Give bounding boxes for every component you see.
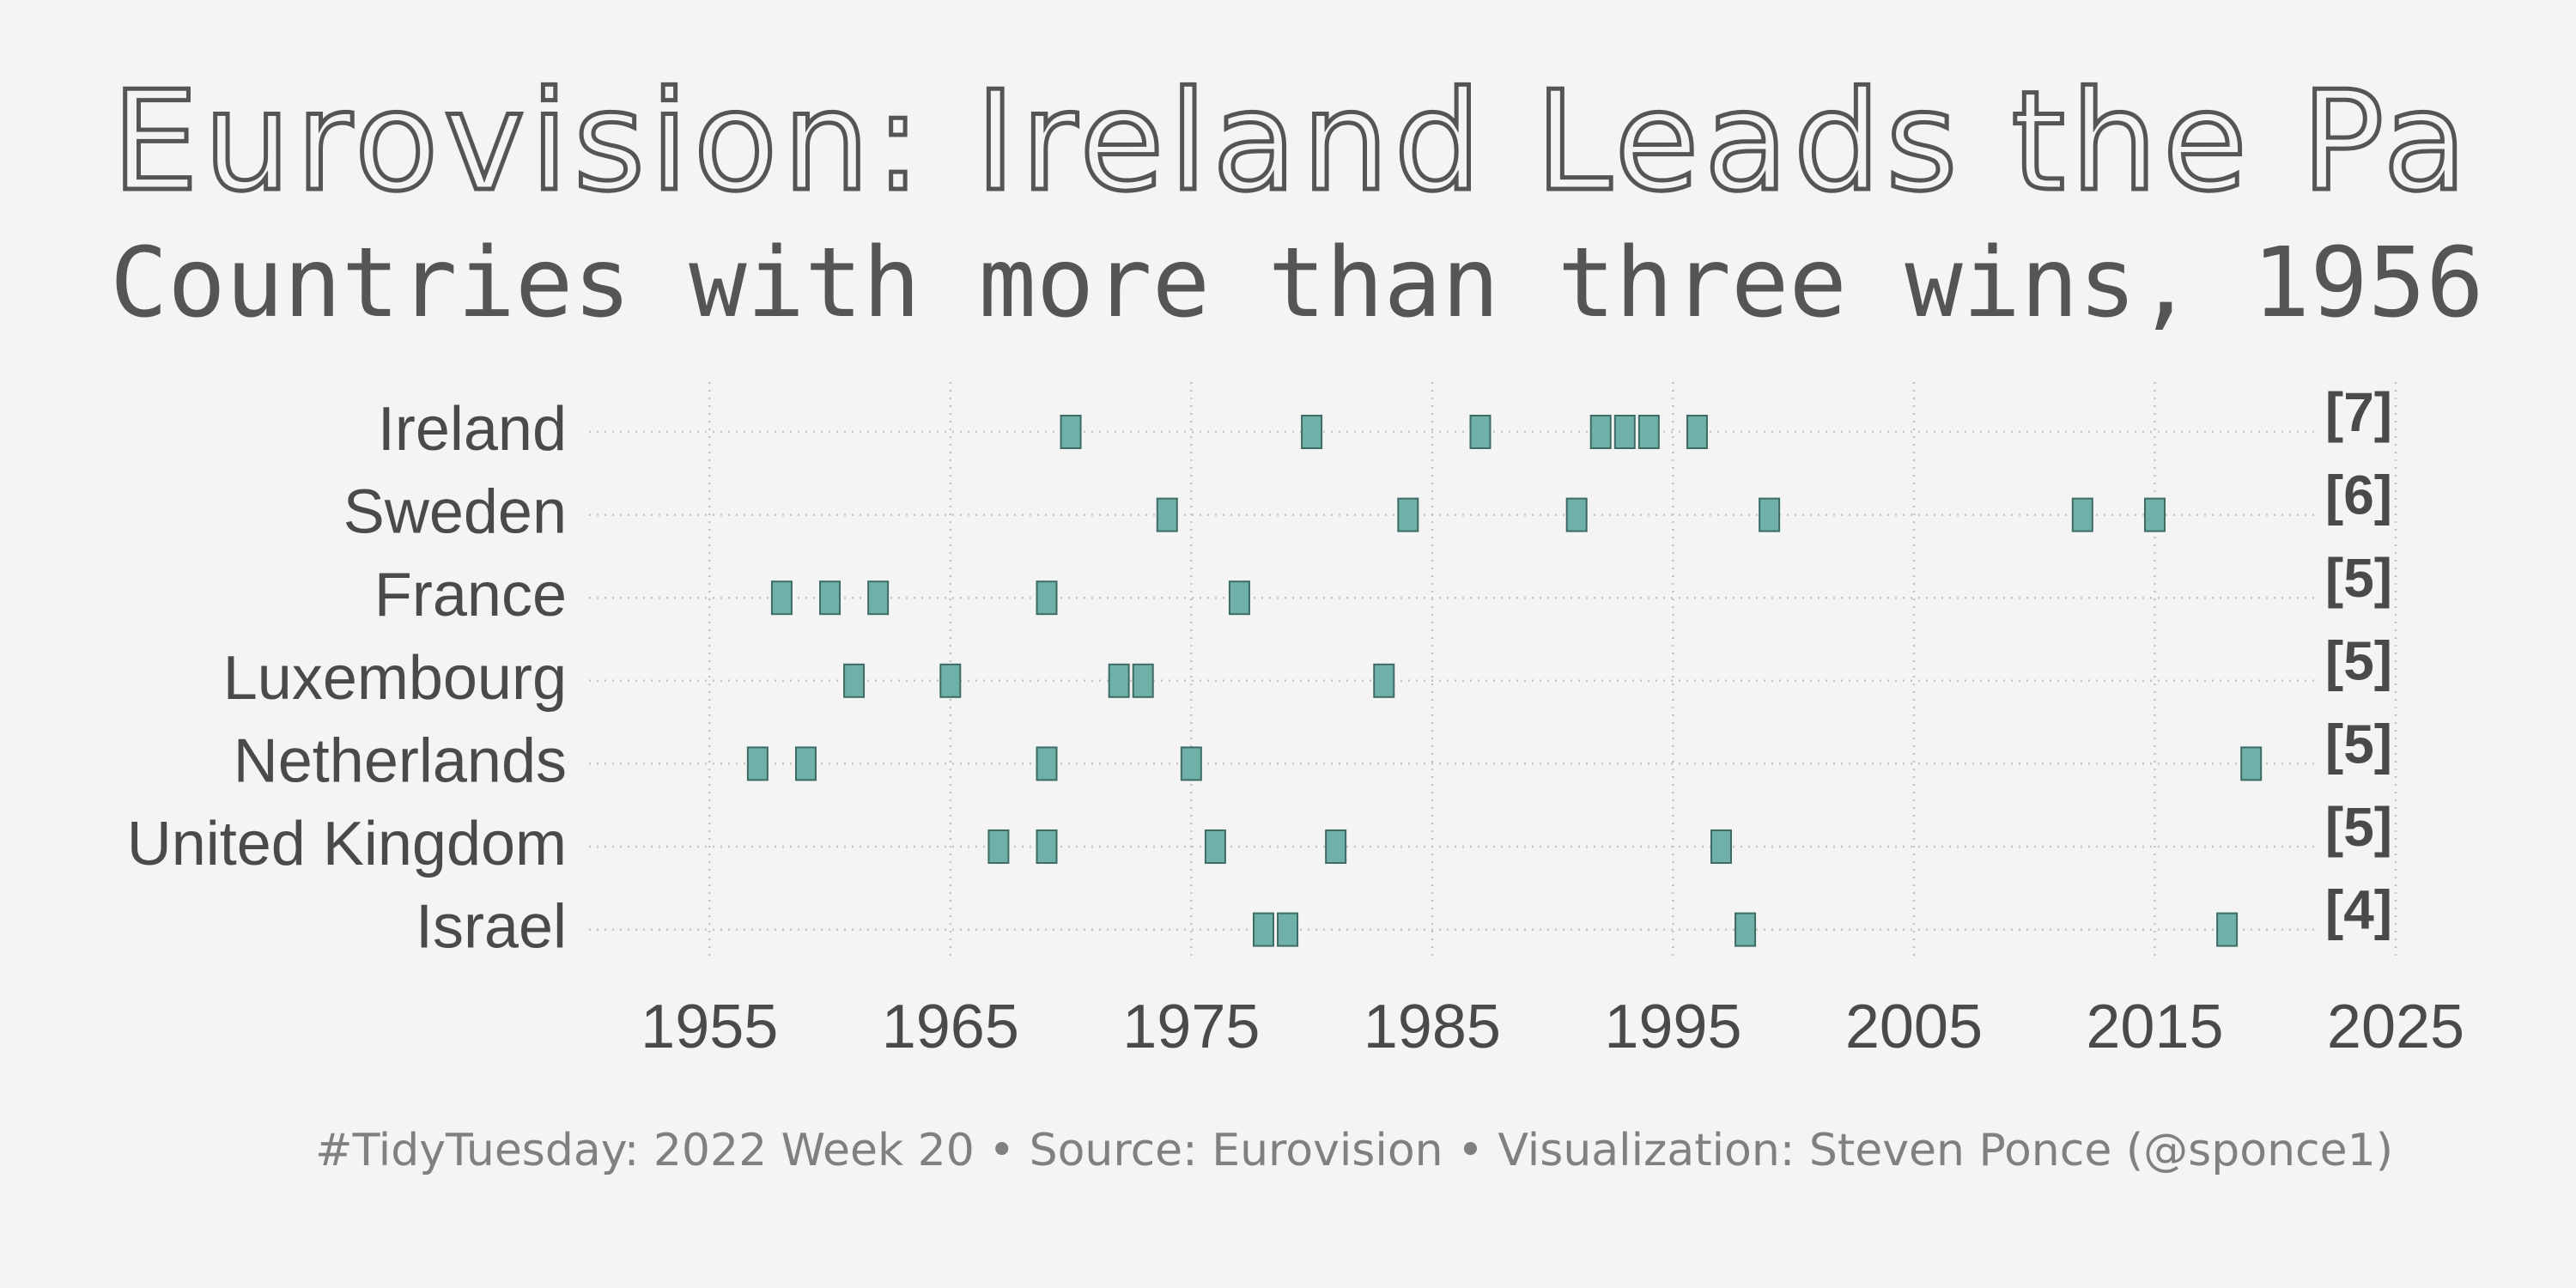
win-mark (867, 580, 890, 616)
win-mark (1735, 912, 1757, 947)
x-tick-label: 2005 (1845, 993, 1983, 1061)
win-mark (1277, 912, 1299, 947)
win-mark (1252, 912, 1274, 947)
win-mark (746, 746, 769, 781)
count-label: [6] (2325, 465, 2392, 526)
count-label: [5] (2325, 713, 2392, 775)
win-mark (2240, 746, 2263, 781)
win-mark (1301, 415, 1323, 449)
category-label: Ireland (378, 395, 567, 464)
win-mark (1686, 415, 1708, 449)
win-mark (1469, 415, 1492, 449)
win-mark (2071, 497, 2093, 532)
x-tick-label: 1995 (1604, 993, 1741, 1061)
x-tick-label: 2015 (2086, 993, 2223, 1061)
win-mark (1637, 415, 1660, 449)
chart-title: Eurovision: Ireland Leads the Pa (112, 61, 2472, 222)
count-label: [7] (2325, 381, 2392, 443)
win-mark (770, 580, 793, 616)
win-mark (1373, 663, 1395, 698)
category-label: France (374, 561, 567, 629)
win-mark (1156, 497, 1178, 532)
category-label: Israel (416, 893, 567, 962)
win-mark (1036, 580, 1058, 616)
chart-subtitle: Countries with more than three wins, 195… (110, 228, 2484, 339)
win-mark (987, 829, 1010, 864)
win-mark (1204, 829, 1226, 864)
win-mark (1108, 663, 1130, 698)
count-label: [4] (2325, 879, 2392, 941)
win-mark (939, 663, 962, 698)
win-mark (1759, 497, 1781, 532)
caption: #TidyTuesday: 2022 Week 20 • Source: Eur… (315, 1125, 2393, 1176)
win-mark (1325, 829, 1347, 864)
x-tick-label: 1975 (1122, 993, 1260, 1061)
category-label: Luxembourg (223, 644, 567, 713)
win-mark (1060, 415, 1082, 449)
category-label: United Kingdom (127, 810, 567, 878)
x-tick-label: 2025 (2327, 993, 2464, 1061)
x-tick-label: 1965 (882, 993, 1019, 1061)
win-mark (1589, 415, 1612, 449)
win-mark (1132, 663, 1154, 698)
count-label: [5] (2325, 630, 2392, 692)
win-mark (1036, 746, 1058, 781)
count-label: [5] (2325, 796, 2392, 858)
win-mark (1228, 580, 1250, 616)
win-mark (1565, 497, 1588, 532)
win-mark (1397, 497, 1419, 532)
win-mark (1613, 415, 1636, 449)
win-mark (819, 580, 841, 616)
win-mark (1036, 829, 1058, 864)
win-mark (1710, 829, 1733, 864)
x-tick-label: 1985 (1364, 993, 1501, 1061)
win-mark (2216, 912, 2239, 947)
win-mark (2143, 497, 2166, 532)
count-label: [5] (2325, 547, 2392, 609)
win-mark (794, 746, 817, 781)
win-mark (1180, 746, 1202, 781)
x-tick-label: 1955 (641, 993, 778, 1061)
category-label: Netherlands (234, 726, 567, 795)
category-label: Sweden (343, 478, 567, 547)
win-mark (843, 663, 866, 698)
